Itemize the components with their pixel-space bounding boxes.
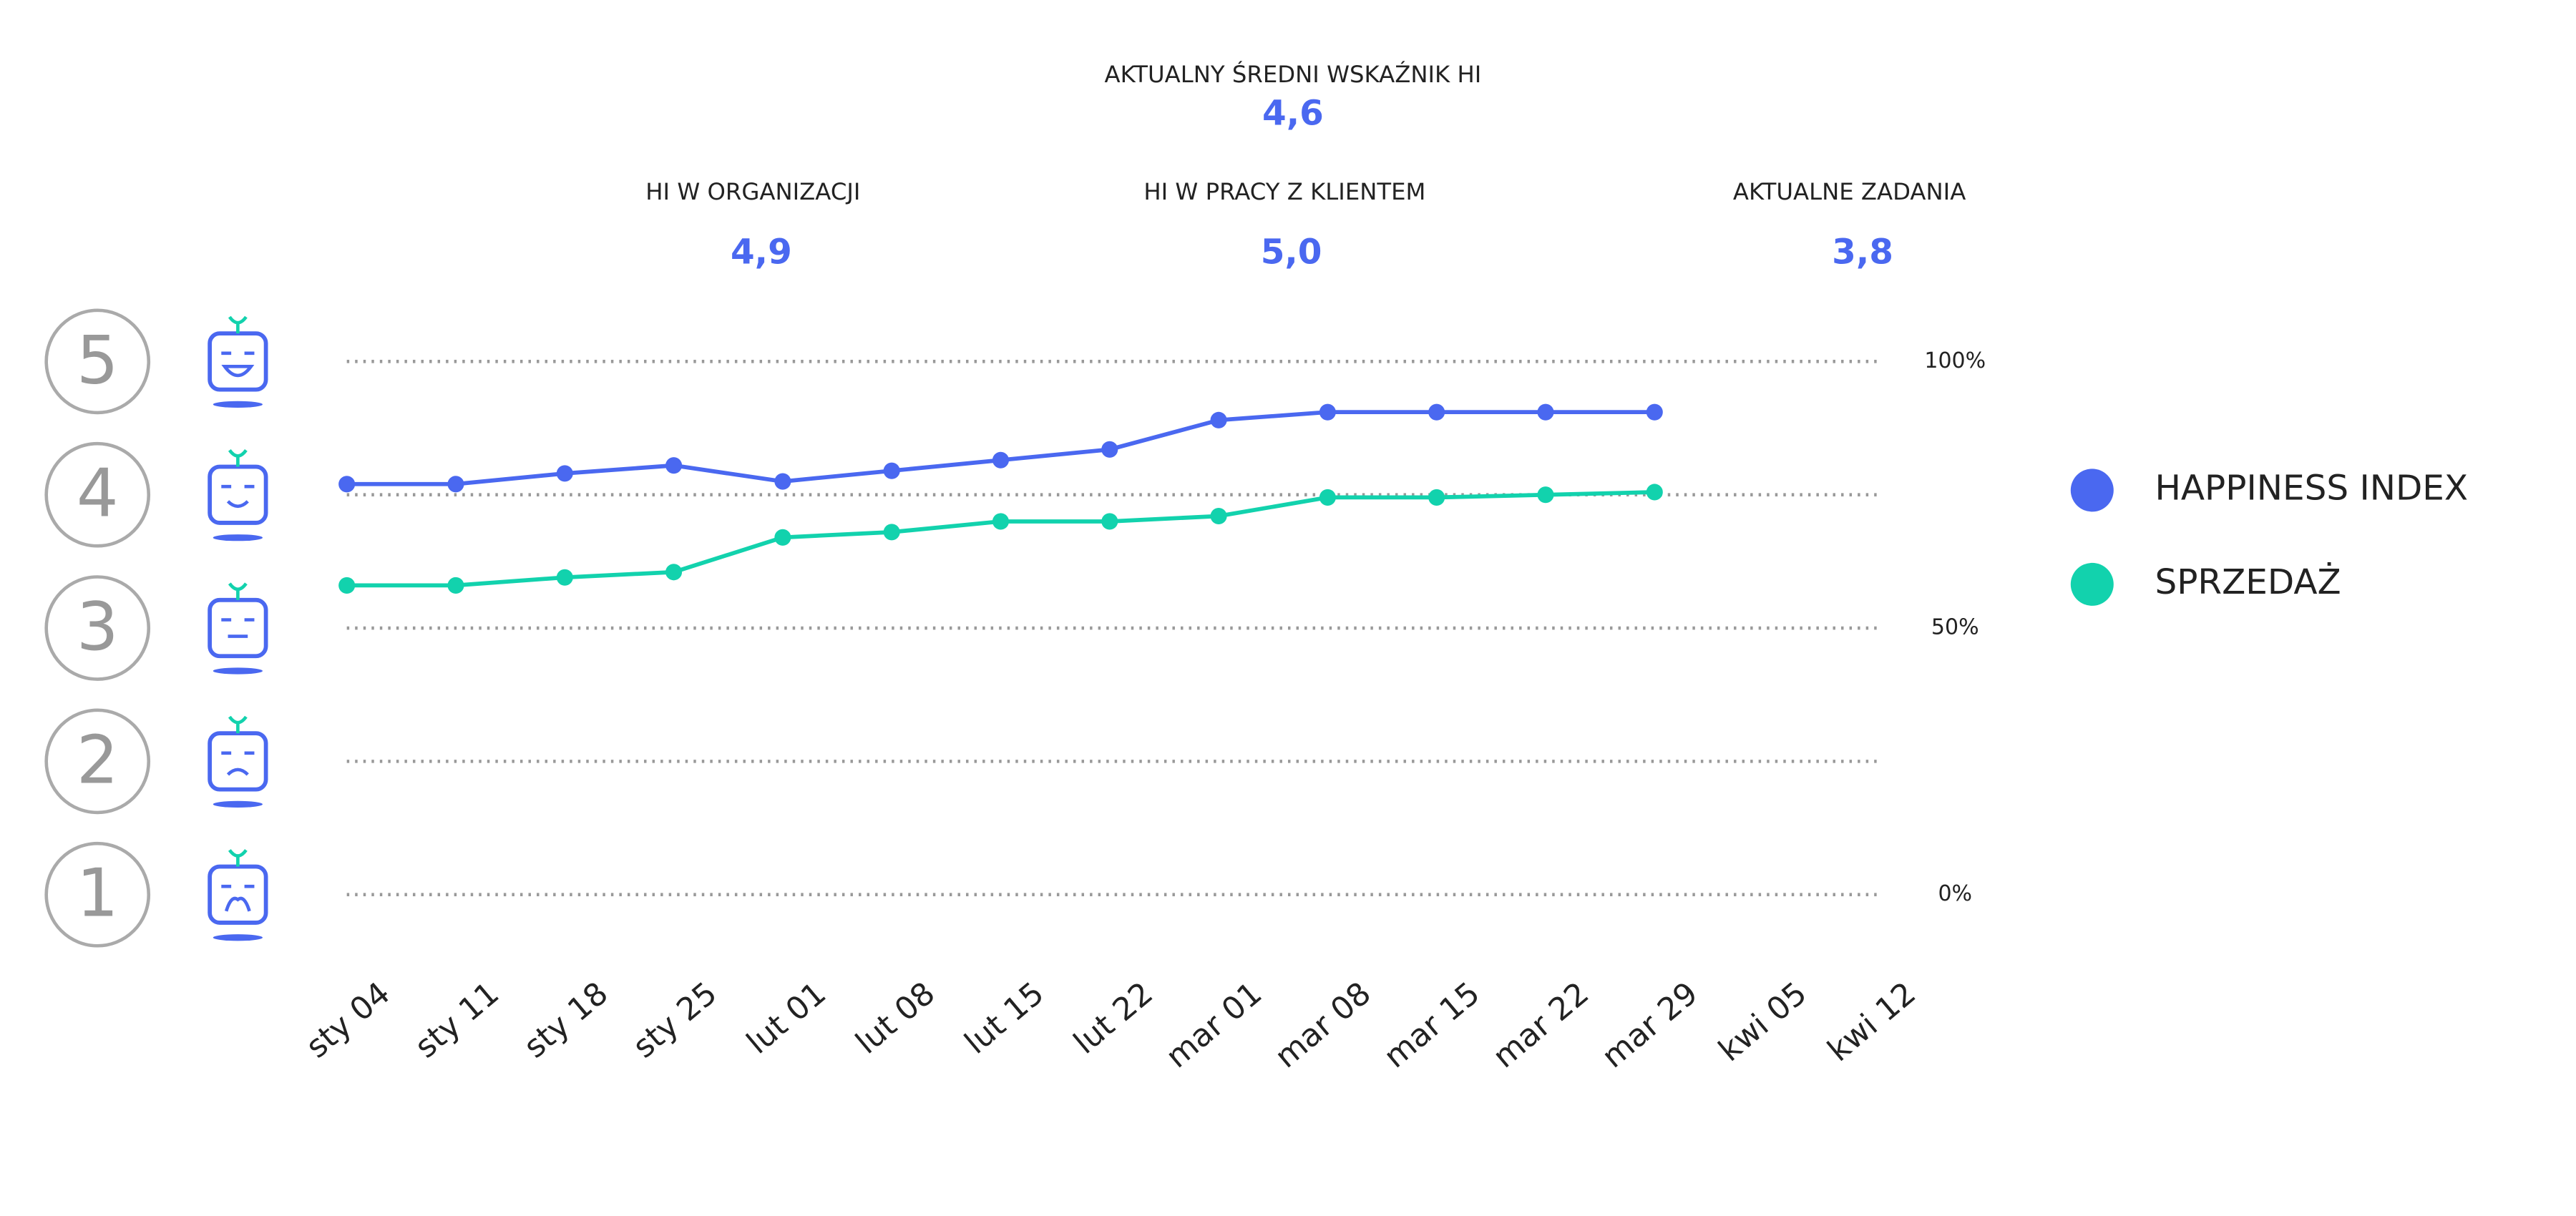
data-point (447, 577, 464, 594)
icon-antenna (228, 315, 248, 334)
level-label: 5 (77, 321, 119, 398)
icon-shadow (213, 667, 263, 675)
x-tick-label: sty 25 (626, 975, 724, 1065)
x-tick-label: mar 22 (1486, 975, 1596, 1075)
y-tick-label: 100% (1924, 348, 1986, 373)
x-tick-label: mar 01 (1159, 975, 1269, 1075)
header-value: 4,6 (1262, 94, 1324, 134)
data-point (992, 513, 1010, 530)
level-circle (44, 308, 151, 415)
data-point (1537, 486, 1554, 504)
level-circle (44, 441, 151, 548)
data-point (1537, 403, 1554, 421)
data-point (1428, 489, 1445, 506)
icon-antenna (228, 582, 248, 600)
x-tick-label: lut 01 (740, 975, 833, 1061)
icon-face (208, 731, 268, 792)
data-point (1210, 507, 1227, 525)
data-point (1319, 489, 1336, 506)
x-tick-label: mar 08 (1268, 975, 1377, 1075)
level-circle (44, 841, 151, 948)
data-point (883, 524, 900, 541)
data-point (1101, 441, 1118, 458)
icon-shadow (213, 401, 263, 408)
series-line (346, 410, 1655, 486)
data-point (774, 529, 791, 546)
level-icon (208, 448, 268, 541)
kpi-value: 3,8 (1832, 232, 1893, 272)
level-label: 3 (77, 588, 119, 665)
data-point (556, 569, 573, 586)
x-tick-label: mar 29 (1595, 975, 1704, 1075)
icon-face (208, 464, 268, 525)
header-title: AKTUALNY ŚREDNI WSKAŹNIK HI (1105, 60, 1482, 88)
level-label: 1 (77, 855, 119, 932)
icon-antenna (228, 448, 248, 467)
kpi-value: 4,9 (731, 232, 792, 272)
icon-shadow (213, 534, 263, 541)
icon-antenna (228, 715, 248, 734)
x-tick-label: lut 15 (958, 975, 1051, 1061)
icon-mouth (226, 500, 249, 509)
data-point (665, 564, 683, 581)
data-point (338, 577, 356, 594)
x-tick-label: lut 08 (849, 975, 942, 1061)
kpi-label: HI W ORGANIZACJI (645, 178, 860, 205)
kpi-label: AKTUALNE ZADANIA (1733, 178, 1966, 205)
data-point (338, 476, 356, 493)
icon-shadow (213, 800, 263, 808)
data-point (1646, 484, 1663, 501)
series-line (346, 490, 1655, 588)
kpi-label: HI W PRACY Z KLIENTEM (1143, 178, 1425, 205)
legend-swatch (2070, 562, 2114, 606)
kpi-value: 5,0 (1261, 232, 1322, 272)
x-tick-label: sty 11 (408, 975, 506, 1065)
data-point (1210, 411, 1227, 428)
level-icon (208, 848, 268, 941)
data-point (556, 465, 573, 482)
icon-face (208, 864, 268, 925)
x-tick-label: lut 22 (1067, 975, 1160, 1061)
x-tick-label: sty 18 (517, 975, 615, 1065)
data-point (1646, 403, 1663, 421)
data-point (1428, 403, 1445, 421)
legend-swatch (2070, 469, 2114, 512)
icon-shadow (213, 934, 263, 941)
x-tick-label: kwi 12 (1821, 975, 1923, 1069)
icon-mouth (225, 896, 251, 912)
icon-mouth (221, 364, 255, 378)
level-icon (208, 315, 268, 408)
data-point (1101, 513, 1118, 530)
level-icon (208, 715, 268, 808)
data-point (992, 451, 1010, 469)
data-point (665, 457, 683, 474)
x-tick-label: sty 04 (299, 975, 397, 1065)
data-point (883, 462, 900, 479)
data-point (447, 476, 464, 493)
data-point (1319, 403, 1336, 421)
level-icon (208, 582, 268, 675)
data-point (774, 473, 791, 490)
icon-antenna (228, 848, 248, 867)
icon-face (208, 597, 268, 659)
y-tick-label: 0% (1938, 881, 1972, 906)
x-tick-label: kwi 05 (1712, 975, 1813, 1069)
legend-label: SPRZEDAŻ (2155, 562, 2341, 602)
level-circle (44, 575, 151, 681)
icon-mouth (226, 768, 249, 776)
level-circle (44, 708, 151, 815)
y-tick-label: 50% (1931, 615, 1979, 640)
level-label: 2 (77, 721, 119, 798)
level-label: 4 (77, 455, 119, 532)
icon-face (208, 331, 268, 392)
legend-label: HAPPINESS INDEX (2155, 468, 2468, 508)
x-tick-label: mar 15 (1377, 975, 1487, 1075)
